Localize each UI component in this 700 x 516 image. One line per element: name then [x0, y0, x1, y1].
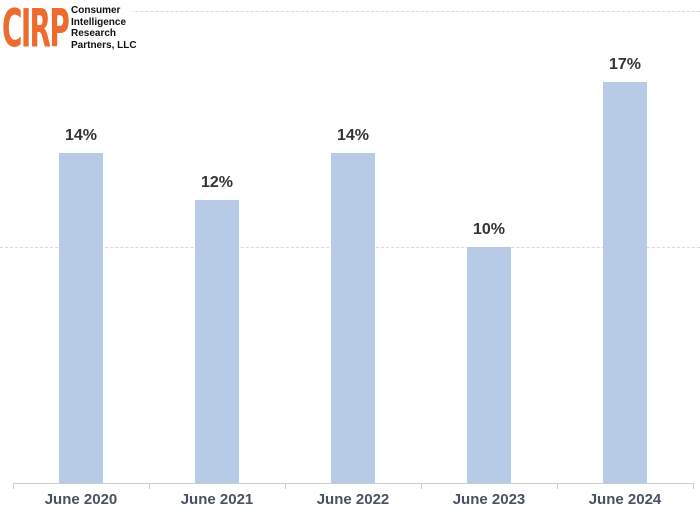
value-label-june-2021: 12% — [200, 174, 234, 191]
value-label-june-2024: 17% — [608, 56, 642, 73]
x-axis-tick — [421, 484, 422, 489]
bar-june-2020 — [59, 153, 103, 483]
category-label-june-2020: June 2020 — [44, 491, 118, 508]
bar-june-2022 — [331, 153, 375, 483]
x-axis-tick — [149, 484, 150, 489]
x-axis-tick — [285, 484, 286, 489]
value-label-june-2023: 10% — [472, 221, 506, 238]
company-name-line: Research — [71, 28, 117, 39]
cirp-logo: CIRP Consumer Intelligence Research Part… — [0, 0, 137, 61]
category-label-june-2021: June 2021 — [180, 491, 254, 508]
bar-june-2024 — [603, 82, 647, 483]
company-name-line: Intelligence — [71, 16, 127, 28]
company-name-line: Partners, LLC — [71, 39, 137, 51]
value-label-june-2022: 14% — [336, 127, 370, 144]
x-axis-tick — [13, 484, 14, 489]
x-axis-line — [13, 483, 694, 484]
cirp-logo-text: CIRP — [2, 0, 70, 61]
gridline-20pct — [0, 11, 700, 12]
category-label-june-2022: June 2022 — [316, 491, 390, 508]
company-name-line: Consumer — [71, 5, 121, 16]
category-label-june-2023: June 2023 — [452, 491, 526, 508]
x-axis-tick — [693, 484, 694, 489]
category-label-june-2024: June 2024 — [588, 491, 662, 508]
x-axis-tick — [557, 484, 558, 489]
bar-june-2023 — [467, 247, 511, 483]
bar-june-2021 — [195, 200, 239, 483]
value-label-june-2020: 14% — [64, 127, 98, 144]
cirp-company-name: Consumer Intelligence Research Partners,… — [71, 5, 137, 51]
